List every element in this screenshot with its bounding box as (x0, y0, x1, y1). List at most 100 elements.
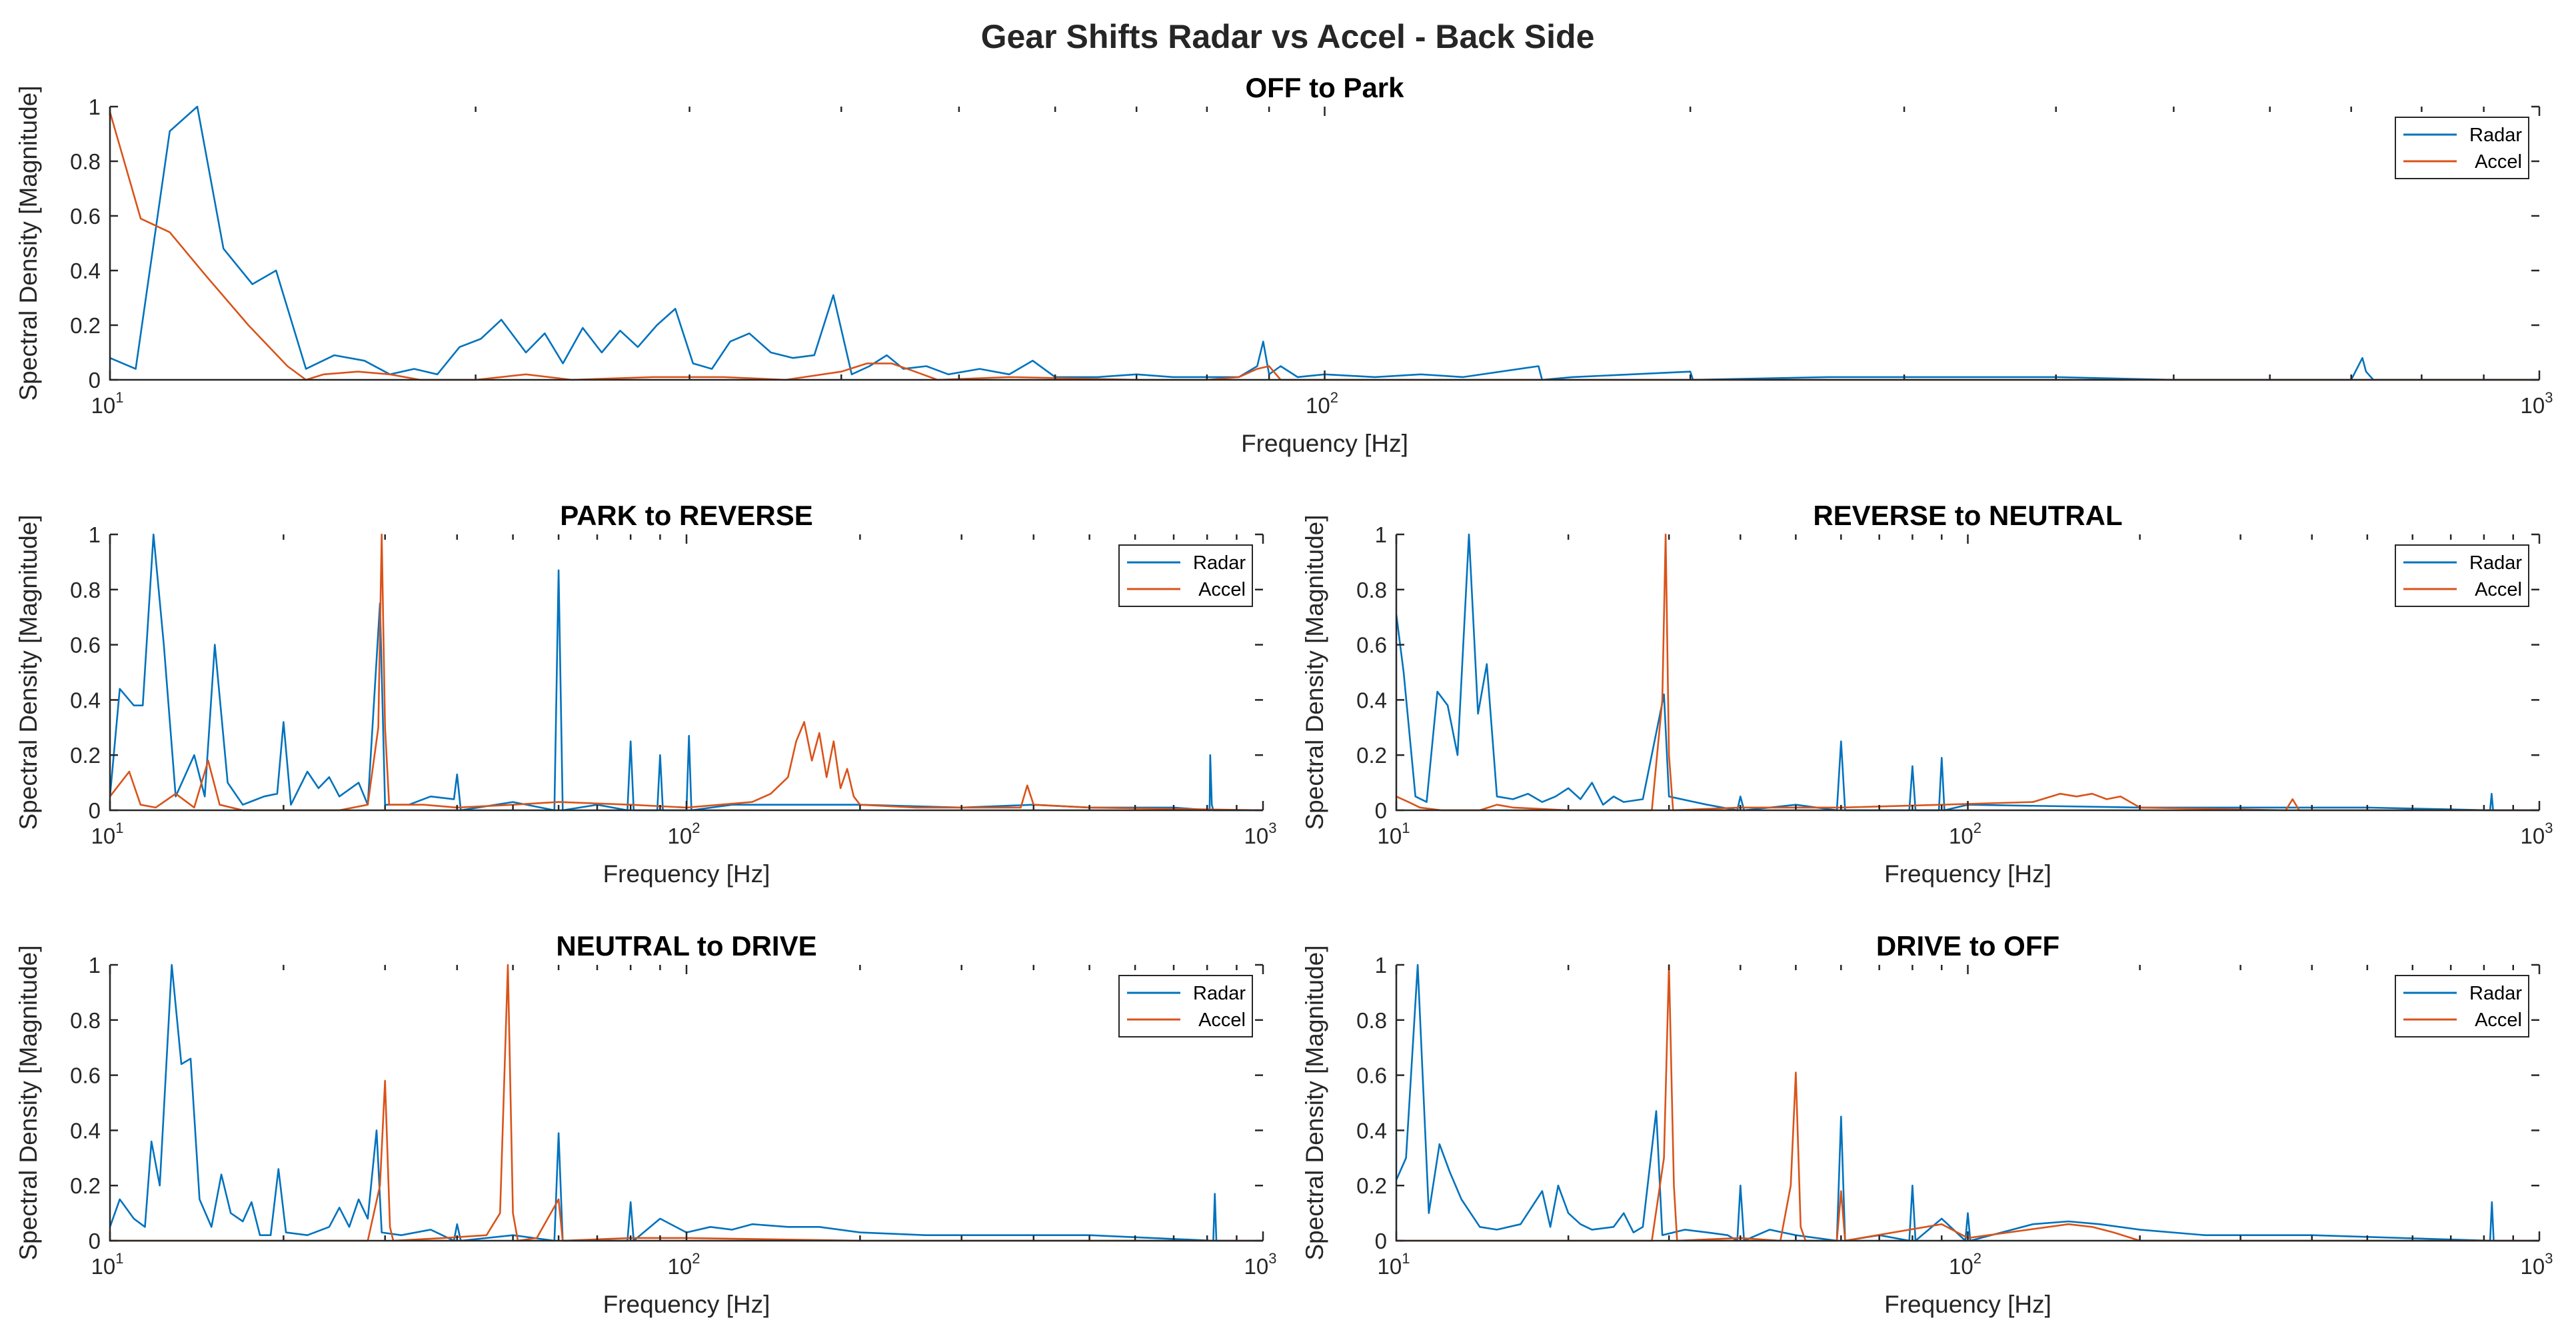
y-tick-label: 1 (1375, 953, 1387, 978)
subplot-title: NEUTRAL to DRIVE (556, 930, 816, 962)
legend: Radar Accel (1118, 975, 1253, 1037)
subplot-title: DRIVE to OFF (1876, 930, 2059, 962)
x-tick-label: 102 (668, 1250, 700, 1279)
subplot-2: 0 0.2 0.4 0.6 0.8 1 101 102 103 PARK to REVERSE Fr… (15, 500, 1276, 888)
legend-box (1118, 975, 1253, 1037)
axis-lines (109, 534, 1263, 812)
x-tick-label: 101 (1378, 1250, 1410, 1279)
x-axis-label: Frequency [Hz] (1241, 430, 1408, 457)
legend: Radar Accel (1118, 544, 1253, 607)
subplot-title: REVERSE to NEUTRAL (1813, 500, 2122, 531)
series-line-radar (110, 533, 1263, 812)
y-tick-label: 0 (1375, 798, 1387, 823)
legend-label-radar: Radar (1193, 983, 1246, 1004)
legend: Radar Accel (2395, 117, 2529, 179)
x-axis-label: Frequency [Hz] (603, 1291, 770, 1318)
y-tick-label: 0.2 (70, 743, 101, 768)
legend-label-accel: Accel (1198, 1009, 1246, 1031)
y-tick-label: 1 (89, 953, 101, 978)
y-tick-label: 0.6 (70, 204, 101, 229)
legend-box (2395, 975, 2529, 1037)
x-tick-label: 101 (91, 389, 124, 418)
y-tick-label: 0.4 (1356, 1118, 1387, 1143)
subplot-title: OFF to Park (1245, 72, 1404, 103)
y-tick-label: 0.6 (1356, 1063, 1387, 1088)
legend-label-accel: Accel (2475, 151, 2522, 173)
x-tick-label: 102 (1949, 820, 1981, 848)
y-axis-label: Spectral Density [Magnitude] (15, 85, 42, 400)
legend-label-radar: Radar (1193, 552, 1246, 574)
y-tick-label: 0.8 (70, 578, 101, 602)
y-tick-label: 0.8 (70, 1008, 101, 1033)
legend-label-radar: Radar (2469, 125, 2522, 146)
subplot-5: 0 0.2 0.4 0.6 0.8 1 101 102 103 DRIVE to OFF Frequ… (1301, 930, 2553, 1318)
legend-label-radar: Radar (2469, 552, 2522, 574)
legend: Radar Accel (2395, 975, 2529, 1037)
y-tick-label: 0.2 (70, 313, 101, 338)
y-tick-label: 0.8 (1356, 1008, 1387, 1033)
legend-box (2395, 544, 2529, 607)
y-tick-label: 0.2 (1356, 1173, 1387, 1198)
legend-label-accel: Accel (2475, 1009, 2522, 1031)
y-axis-label: Spectral Density [Magnitude] (15, 945, 42, 1260)
series-line-accel (1396, 964, 2539, 1242)
series-line-accel (110, 533, 1263, 812)
series-line-accel (110, 111, 2539, 381)
legend: Radar Accel (2395, 544, 2529, 607)
y-tick-label: 0 (1375, 1229, 1387, 1253)
x-tick-label: 103 (1244, 820, 1277, 848)
y-tick-label: 1 (1375, 522, 1387, 547)
y-tick-label: 0.6 (70, 633, 101, 658)
y-axis-label: Spectral Density [Magnitude] (15, 514, 42, 830)
y-tick-label: 1 (89, 95, 101, 119)
legend-label-accel: Accel (1198, 579, 1246, 600)
y-tick-label: 0.2 (1356, 743, 1387, 768)
series-line-radar (1396, 964, 2539, 1242)
legend-label-accel: Accel (2475, 579, 2522, 600)
series-line-radar (110, 105, 2539, 381)
x-tick-label: 103 (1244, 1250, 1277, 1279)
subplot-4: 0 0.2 0.4 0.6 0.8 1 101 102 103 NEUTRAL to DRIVE F… (15, 930, 1276, 1318)
axis-lines (1395, 965, 2539, 1242)
y-tick-label: 0 (89, 1229, 101, 1253)
x-tick-label: 103 (2521, 1250, 2553, 1279)
x-tick-label: 101 (91, 820, 124, 848)
subplot-title: PARK to REVERSE (560, 500, 813, 531)
x-tick-label: 102 (1306, 389, 1338, 418)
legend-label-radar: Radar (2469, 983, 2522, 1004)
y-tick-label: 0.6 (1356, 633, 1387, 658)
x-tick-label: 102 (1949, 1250, 1981, 1279)
y-tick-label: 0.4 (70, 259, 101, 283)
series-line-radar (110, 964, 1263, 1242)
y-tick-label: 0.8 (1356, 578, 1387, 602)
y-tick-label: 0.4 (1356, 688, 1387, 712)
x-tick-label: 101 (1378, 820, 1410, 848)
figure-title: Gear Shifts Radar vs Accel - Back Side (981, 18, 1595, 55)
y-axis-label: Spectral Density [Magnitude] (1301, 514, 1328, 830)
x-tick-label: 102 (668, 820, 700, 848)
y-axis-label: Spectral Density [Magnitude] (1301, 945, 1328, 1260)
x-tick-label: 101 (91, 1250, 124, 1279)
axis-lines (1395, 534, 2539, 812)
legend-box (2395, 117, 2529, 179)
x-axis-label: Frequency [Hz] (1884, 1291, 2051, 1318)
y-tick-label: 0.4 (70, 1118, 101, 1143)
series-line-accel (110, 964, 1263, 1242)
series-line-radar (1396, 533, 2539, 812)
y-tick-label: 0 (89, 368, 101, 392)
axis-lines (109, 107, 2539, 381)
subplot-3: 0 0.2 0.4 0.6 0.8 1 101 102 103 REVERSE to NEUTRA… (1301, 500, 2553, 888)
x-tick-label: 103 (2521, 389, 2553, 418)
y-tick-label: 0.8 (70, 149, 101, 174)
subplot-1: 0 0.2 0.4 0.6 0.8 1 101 102 103 OFF to Park Freque… (15, 72, 2553, 457)
x-axis-label: Frequency [Hz] (603, 860, 770, 888)
series-line-accel (1396, 533, 2539, 812)
y-tick-label: 0.4 (70, 688, 101, 712)
y-tick-label: 0.2 (70, 1173, 101, 1198)
y-tick-label: 1 (89, 522, 101, 547)
y-tick-label: 0.6 (70, 1063, 101, 1088)
x-tick-label: 103 (2521, 820, 2553, 848)
legend-box (1118, 544, 1253, 607)
